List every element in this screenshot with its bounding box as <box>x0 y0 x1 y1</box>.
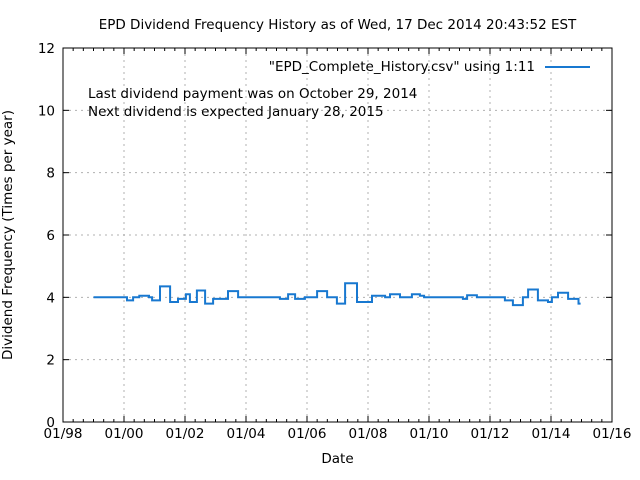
data-series <box>93 282 581 307</box>
x-tick-label: 01/10 <box>410 426 449 442</box>
y-tick-label: 8 <box>46 166 55 182</box>
x-tick-label: 01/00 <box>105 426 144 442</box>
chart-title: EPD Dividend Frequency History as of Wed… <box>98 17 577 33</box>
x-axis-title: Date <box>321 451 354 467</box>
x-tick-labels: 01/98 01/00 01/02 01/04 01/06 01/08 01/10 01/12… <box>44 426 632 442</box>
x-tick-label: 01/04 <box>227 426 266 442</box>
x-tick-label: 01/16 <box>593 426 632 442</box>
series-line <box>93 282 581 307</box>
x-tick-label: 01/08 <box>349 426 388 442</box>
y-tick-label: 2 <box>46 353 55 369</box>
x-tick-label: 01/12 <box>471 426 510 442</box>
x-tick-label: 01/06 <box>288 426 327 442</box>
y-tick-labels: 0 2 4 6 8 10 12 <box>38 41 55 431</box>
y-tick-label: 0 <box>46 415 55 431</box>
legend-label: "EPD_Complete_History.csv" using 1:11 <box>268 59 535 75</box>
x-tick-label: 01/02 <box>166 426 205 442</box>
y-tick-label: 4 <box>46 290 55 306</box>
y-tick-label: 6 <box>46 228 55 244</box>
y-axis-title: Dividend Frequency (Times per year) <box>0 110 16 360</box>
y-tick-label: 10 <box>38 103 55 119</box>
axis-ticks <box>62 47 613 423</box>
annotation-next-dividend: Next dividend is expected January 28, 20… <box>88 104 384 120</box>
legend-line-sample <box>545 66 590 68</box>
x-tick-label: 01/98 <box>44 426 83 442</box>
grid-lines <box>63 48 612 422</box>
annotation-last-dividend: Last dividend payment was on October 29,… <box>88 86 418 102</box>
y-tick-label: 12 <box>38 41 55 57</box>
x-tick-label: 01/14 <box>532 426 571 442</box>
